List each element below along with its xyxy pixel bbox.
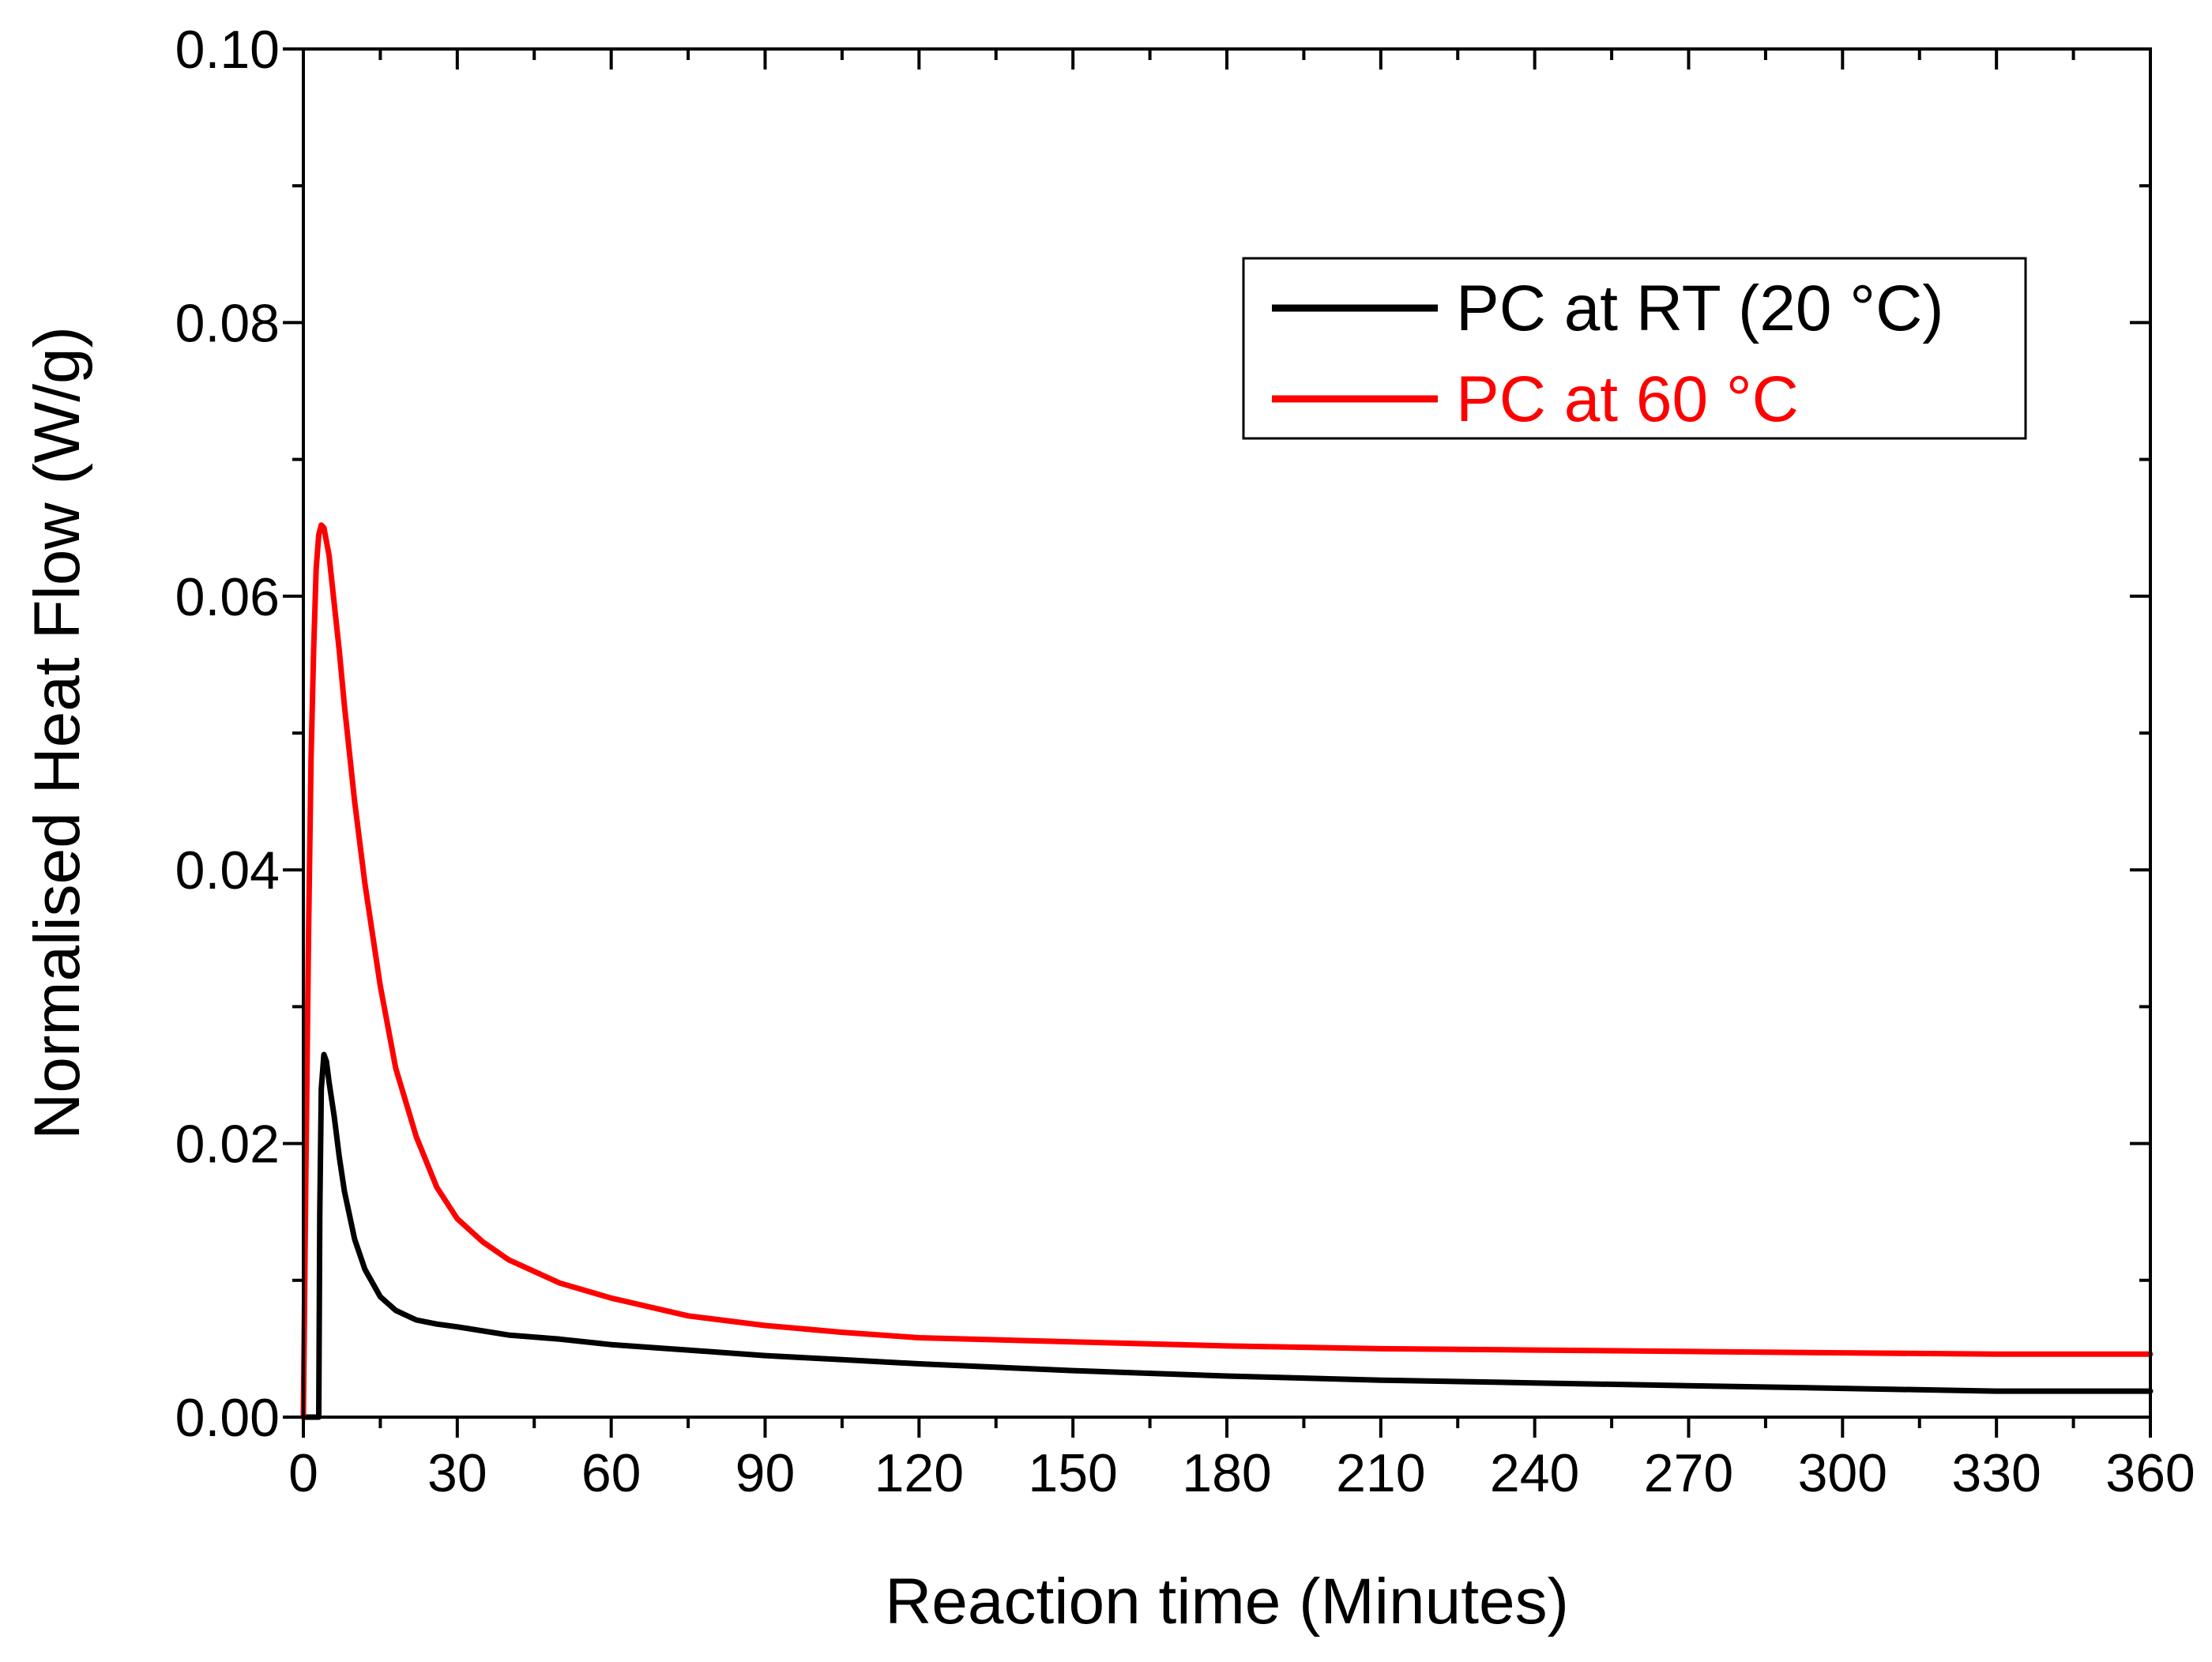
y-tick-label: 0.00	[175, 1388, 280, 1448]
y-tick-label: 0.04	[175, 840, 280, 901]
x-tick-label: 210	[1336, 1443, 1425, 1503]
y-axis-tick-labels: 0.00 0.02 0.04 0.06 0.08 0.10	[175, 20, 280, 1448]
x-tick-label: 0	[288, 1443, 318, 1503]
y-tick-label: 0.02	[175, 1115, 280, 1175]
series-line-1	[300, 522, 2154, 1420]
y-tick-label: 0.10	[175, 20, 280, 80]
x-tick-label: 30	[427, 1443, 487, 1503]
x-axis-title: Reaction time (Minutes)	[885, 1566, 1569, 1638]
series-line-0	[300, 1051, 2154, 1420]
x-axis-tick-labels: 0 30 60 90 120 150 180 210 240 270 300 330 360	[288, 1443, 2195, 1503]
x-axis-ticks	[302, 49, 2152, 1438]
x-tick-label: 60	[581, 1443, 641, 1503]
legend: PC at RT (20 °C) PC at 60 °C	[1242, 257, 2027, 440]
x-tick-label: 150	[1028, 1443, 1117, 1503]
y-axis-ticks	[283, 47, 2150, 1419]
x-tick-label: 360	[2105, 1443, 2195, 1503]
y-tick-label: 0.06	[175, 567, 280, 627]
x-tick-label: 270	[1644, 1443, 1733, 1503]
y-tick-label: 0.08	[175, 293, 280, 353]
plot-lines	[300, 522, 2154, 1420]
x-tick-label: 120	[875, 1443, 964, 1503]
legend-label-rt: PC at RT (20 °C)	[1456, 273, 1944, 344]
legend-box	[1242, 257, 2027, 440]
x-tick-label: 330	[1951, 1443, 2041, 1503]
x-tick-label: 300	[1798, 1443, 1887, 1503]
x-tick-label: 90	[735, 1443, 796, 1503]
x-tick-label: 240	[1490, 1443, 1579, 1503]
x-tick-label: 180	[1182, 1443, 1271, 1503]
legend-label-60c: PC at 60 °C	[1456, 363, 1799, 435]
y-axis-title: Normalised Heat Flow (W/g)	[21, 326, 93, 1140]
